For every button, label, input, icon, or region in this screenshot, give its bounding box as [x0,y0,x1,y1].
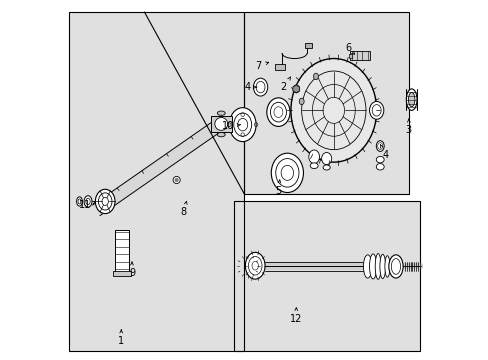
Ellipse shape [388,255,402,278]
Ellipse shape [290,59,376,162]
Ellipse shape [321,153,331,165]
Bar [348,54,351,58]
Polygon shape [233,202,419,351]
Text: 2: 2 [280,77,290,92]
Ellipse shape [376,141,384,152]
Ellipse shape [376,157,384,163]
Ellipse shape [313,73,318,80]
Ellipse shape [309,163,317,168]
Ellipse shape [299,98,304,105]
Text: 10: 10 [222,121,240,131]
Ellipse shape [292,85,299,93]
Ellipse shape [369,254,376,279]
Ellipse shape [308,150,319,163]
Bar [113,271,131,276]
Text: 4: 4 [380,145,388,160]
Bar [304,43,312,48]
Polygon shape [292,85,299,93]
Polygon shape [69,12,244,351]
Ellipse shape [217,132,225,137]
Ellipse shape [363,255,371,278]
Text: 9: 9 [129,262,135,278]
Circle shape [174,178,179,182]
Polygon shape [115,230,129,273]
Polygon shape [73,12,408,194]
Text: 7: 7 [255,61,268,71]
Text: 12: 12 [289,308,302,324]
Polygon shape [92,120,223,216]
Text: 8: 8 [181,201,187,217]
Ellipse shape [95,189,115,213]
Ellipse shape [245,252,264,279]
Ellipse shape [406,89,416,111]
Bar [274,64,285,70]
Circle shape [214,117,227,130]
Ellipse shape [229,108,256,141]
Ellipse shape [376,163,384,170]
Text: 5: 5 [275,180,281,196]
Ellipse shape [84,196,92,207]
Ellipse shape [266,98,289,126]
Ellipse shape [217,111,225,115]
Ellipse shape [77,197,82,206]
Text: 3: 3 [405,119,411,135]
Ellipse shape [407,93,414,107]
Ellipse shape [323,165,329,170]
Text: 6: 6 [345,43,354,54]
Ellipse shape [253,78,267,96]
Text: 4: 4 [244,82,256,92]
Circle shape [173,176,180,184]
Text: 11: 11 [79,200,95,210]
Polygon shape [210,116,231,132]
Ellipse shape [384,256,389,277]
Ellipse shape [369,102,383,119]
Bar [349,51,369,60]
Text: 1: 1 [118,330,124,346]
Ellipse shape [271,153,303,193]
Ellipse shape [379,254,385,279]
Ellipse shape [374,253,380,279]
